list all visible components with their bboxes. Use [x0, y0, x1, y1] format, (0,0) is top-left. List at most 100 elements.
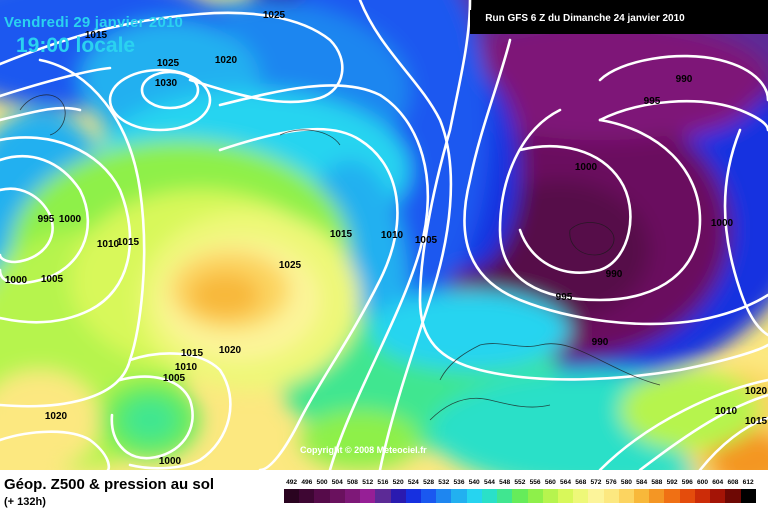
legend-value: 544	[483, 479, 495, 486]
isobar-label: 995	[38, 214, 55, 225]
legend-value: 560	[544, 479, 556, 486]
legend-swatches	[284, 489, 756, 503]
isobar-label: 995	[556, 292, 573, 303]
legend-swatch	[710, 489, 726, 503]
legend-value: 576	[605, 479, 617, 486]
legend-value: 572	[590, 479, 602, 486]
legend-swatch	[466, 489, 482, 503]
weather-map: 1025 1015 1025 1020 1030 990 995 1000 995 1000 100…	[0, 0, 768, 470]
legend-swatch	[634, 489, 650, 503]
legend-value: 532	[438, 479, 450, 486]
isobar-label: 1025	[157, 58, 180, 69]
legend-swatch	[314, 489, 330, 503]
legend-value: 612	[742, 479, 754, 486]
isobar-label: 1000	[5, 275, 28, 286]
forecast-time: 19:00 locale	[16, 34, 136, 57]
legend-value: 588	[651, 479, 663, 486]
legend-value: 592	[666, 479, 678, 486]
isobar-label: 1005	[163, 373, 186, 384]
map-title: Géop. Z500 & pression au sol	[4, 476, 215, 493]
legend-swatch	[740, 489, 756, 503]
legend-swatch	[512, 489, 528, 503]
copyright-notice: Copyright © 2008 Meteociel.fr	[300, 445, 427, 455]
legend-value: 584	[636, 479, 648, 486]
legend-value: 496	[301, 479, 313, 486]
isobar-label: 1020	[45, 411, 68, 422]
legend-value: 512	[362, 479, 374, 486]
isobar-label: 1010	[715, 406, 738, 417]
isobar-label: 1015	[181, 348, 204, 359]
legend-labels: 492 496 500 504 508 512 516 520 524 528 532 536 540 5…	[284, 479, 756, 489]
isobar-label: 1000	[59, 214, 82, 225]
legend-value: 492	[286, 479, 298, 486]
legend-swatch	[284, 489, 300, 503]
isobar-label: 1010	[381, 230, 404, 241]
legend-value: 500	[316, 479, 328, 486]
legend-swatch	[451, 489, 467, 503]
isobar-label: 1025	[279, 260, 302, 271]
legend-swatch	[618, 489, 635, 503]
legend-value: 596	[681, 479, 693, 486]
model-run-label: Run GFS 6 Z du Dimanche 24 janvier 2010	[470, 10, 700, 28]
legend-value: 608	[727, 479, 739, 486]
legend-swatch	[573, 489, 589, 503]
isobar-label: 1020	[745, 386, 768, 397]
isobar-label: 1010	[175, 362, 198, 373]
legend-value: 516	[377, 479, 389, 486]
legend-value: 580	[620, 479, 632, 486]
legend-swatch	[694, 489, 711, 503]
legend-swatch	[405, 489, 421, 503]
legend-value: 520	[392, 479, 404, 486]
legend-swatch	[649, 489, 665, 503]
legend-swatch	[679, 489, 695, 503]
isobar-label: 1010	[97, 239, 120, 250]
legend-value: 508	[346, 479, 358, 486]
legend-value: 528	[423, 479, 435, 486]
isobar-label: 995	[644, 96, 661, 107]
legend-value: 540	[468, 479, 480, 486]
legend-value: 548	[499, 479, 511, 486]
isobar-label: 1005	[415, 235, 438, 246]
legend-swatch	[329, 489, 345, 503]
legend-swatch	[588, 489, 604, 503]
legend-swatch	[375, 489, 391, 503]
isobar-label: 990	[592, 337, 609, 348]
legend-swatch	[481, 489, 498, 503]
legend-value: 552	[514, 479, 526, 486]
isobar-label: 1000	[711, 218, 734, 229]
isobar-label: 1015	[330, 229, 353, 240]
legend-value: 600	[697, 479, 709, 486]
legend-swatch	[360, 489, 376, 503]
isobar-label: 990	[606, 269, 623, 280]
legend-value: 604	[712, 479, 724, 486]
isobar-label: 1000	[159, 456, 182, 467]
color-legend: 492 496 500 504 508 512 516 520 524 528 532 536 540 5…	[284, 479, 756, 503]
legend-value: 524	[407, 479, 419, 486]
legend-value: 536	[453, 479, 465, 486]
legend-swatch	[542, 489, 558, 503]
isobar-label: 1015	[745, 416, 768, 427]
isobar-label: 1005	[41, 274, 64, 285]
legend-swatch	[557, 489, 574, 503]
legend-swatch	[497, 489, 513, 503]
isobar-label: 990	[676, 74, 693, 85]
legend-swatch	[603, 489, 619, 503]
legend-swatch	[527, 489, 543, 503]
isobar-label: 1000	[575, 162, 598, 173]
forecast-offset: (+ 132h)	[4, 496, 46, 508]
isobar-labels: 1025 1015 1025 1020 1030 990 995 1000 995 1000 100…	[5, 10, 768, 467]
isobar-label: 1030	[155, 78, 178, 89]
legend-value: 504	[331, 479, 343, 486]
legend-swatch	[664, 489, 680, 503]
map-canvas: 1025 1015 1025 1020 1030 990 995 1000 995 1000 100…	[0, 0, 768, 470]
isobar-label: 1020	[215, 55, 238, 66]
legend-value: 564	[560, 479, 572, 486]
legend-swatch	[725, 489, 741, 503]
legend-value: 568	[575, 479, 587, 486]
legend-swatch	[344, 489, 361, 503]
legend-swatch	[436, 489, 452, 503]
isobar-label: 1015	[117, 237, 140, 248]
legend-value: 556	[529, 479, 541, 486]
legend-swatch	[390, 489, 406, 503]
forecast-date: Vendredi 29 janvier 2010	[4, 14, 184, 31]
